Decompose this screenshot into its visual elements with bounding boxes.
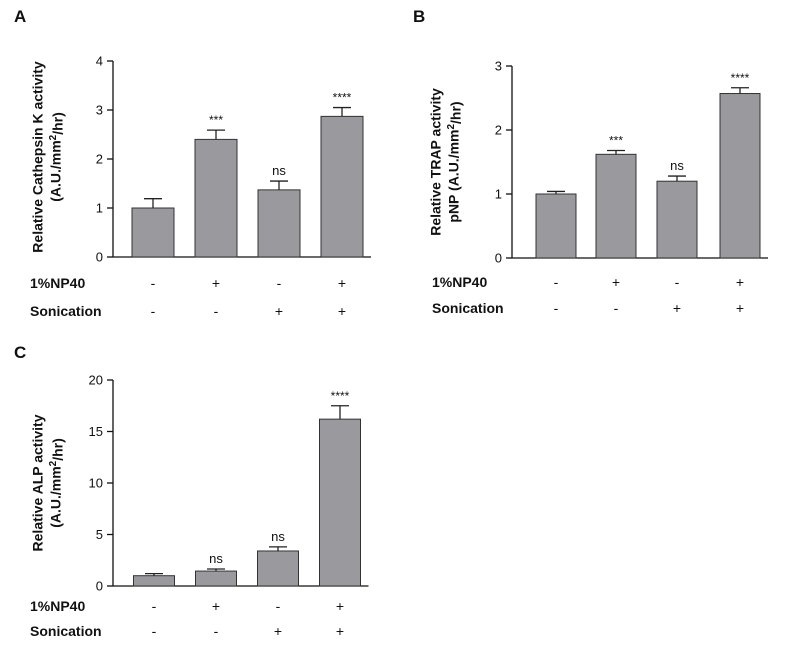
y-tick-label: 3: [96, 103, 103, 118]
y-tick-label: 0: [96, 579, 103, 594]
np40-sign: +: [212, 598, 220, 614]
bar: [656, 180, 698, 259]
significance-label: ns: [670, 158, 684, 173]
y-tick-label: 1: [495, 187, 502, 202]
np40-sign: -: [554, 274, 559, 290]
np40-sign: -: [675, 274, 680, 290]
significance-label: ***: [609, 133, 623, 147]
sonication-sign: -: [152, 623, 157, 639]
y-tick-label: 1: [96, 201, 103, 216]
row-label-np40: 1%NP40: [30, 275, 85, 291]
significance-label: ****: [331, 389, 350, 403]
sonication-sign: -: [614, 300, 619, 316]
y-axis-label: Relative Cathepsin K activity (A.U./mm2/h…: [29, 61, 65, 253]
sonication-sign: +: [275, 303, 283, 319]
row-label-np40: 1%NP40: [432, 274, 487, 290]
bar: [195, 570, 237, 587]
y-tick-label: 5: [96, 527, 103, 542]
np40-sign: -: [152, 598, 157, 614]
y-tick-label: 0: [96, 250, 103, 265]
significance-label: ***: [209, 113, 223, 127]
y-tick-label: 2: [495, 123, 502, 138]
np40-sign: -: [151, 275, 156, 291]
panel-b: B 0 1 2 3 Relative TRAP activity pNP (A.U./mm2…: [413, 7, 768, 316]
np40-sign: +: [212, 275, 220, 291]
sonication-sign: -: [151, 303, 156, 319]
sonication-sign: +: [338, 303, 346, 319]
bar: [719, 93, 761, 259]
row-label-sonication: Sonication: [30, 623, 102, 639]
panel-c: C 0 5 10 15 20 Relative ALP activity (A.U./mm2/…: [14, 343, 369, 639]
row-label-sonication: Sonication: [30, 303, 102, 319]
np40-sign: -: [276, 598, 281, 614]
np40-sign: +: [338, 275, 346, 291]
bar: [131, 207, 175, 258]
significance-label: ns: [271, 529, 285, 544]
y-tick-label: 20: [89, 373, 103, 388]
y-tick-label: 10: [89, 476, 103, 491]
y-tick-label: 0: [495, 251, 502, 266]
significance-label: ****: [731, 71, 750, 85]
sonication-sign: -: [554, 300, 559, 316]
panel-letter: C: [14, 343, 26, 362]
panel-letter: B: [413, 7, 425, 26]
sonication-sign: +: [736, 300, 744, 316]
row-label-np40: 1%NP40: [30, 598, 85, 614]
bar: [257, 189, 301, 258]
bar: [595, 153, 637, 259]
y-tick-label: 2: [96, 152, 103, 167]
sonication-sign: -: [214, 623, 219, 639]
np40-sign: +: [336, 598, 344, 614]
sonication-sign: +: [673, 300, 681, 316]
panel-letter: A: [14, 7, 26, 26]
y-axis-label: Relative TRAP activity pNP (A.U./mm2/hr): [427, 88, 463, 236]
bar: [535, 193, 577, 259]
significance-label: ns: [209, 551, 223, 566]
panel-a: A 0 1 2 3 4 Relative Cathepsin K activity (A.U.…: [14, 7, 371, 319]
significance-label: ns: [272, 163, 286, 178]
bar: [133, 575, 175, 587]
sonication-sign: -: [214, 303, 219, 319]
sonication-sign: +: [274, 623, 282, 639]
bar: [194, 138, 238, 258]
np40-sign: +: [612, 274, 620, 290]
sonication-sign: +: [336, 623, 344, 639]
significance-label: ****: [333, 91, 352, 105]
bar: [319, 418, 361, 587]
bar: [320, 115, 364, 258]
bar: [257, 550, 299, 587]
y-axis-label: Relative ALP activity (A.U./mm2/hr): [29, 414, 65, 551]
row-label-sonication: Sonication: [432, 300, 504, 316]
y-tick-label: 4: [96, 54, 103, 69]
y-tick-label: 3: [495, 59, 502, 74]
y-tick-label: 15: [89, 424, 103, 439]
np40-sign: +: [736, 274, 744, 290]
np40-sign: -: [277, 275, 282, 291]
